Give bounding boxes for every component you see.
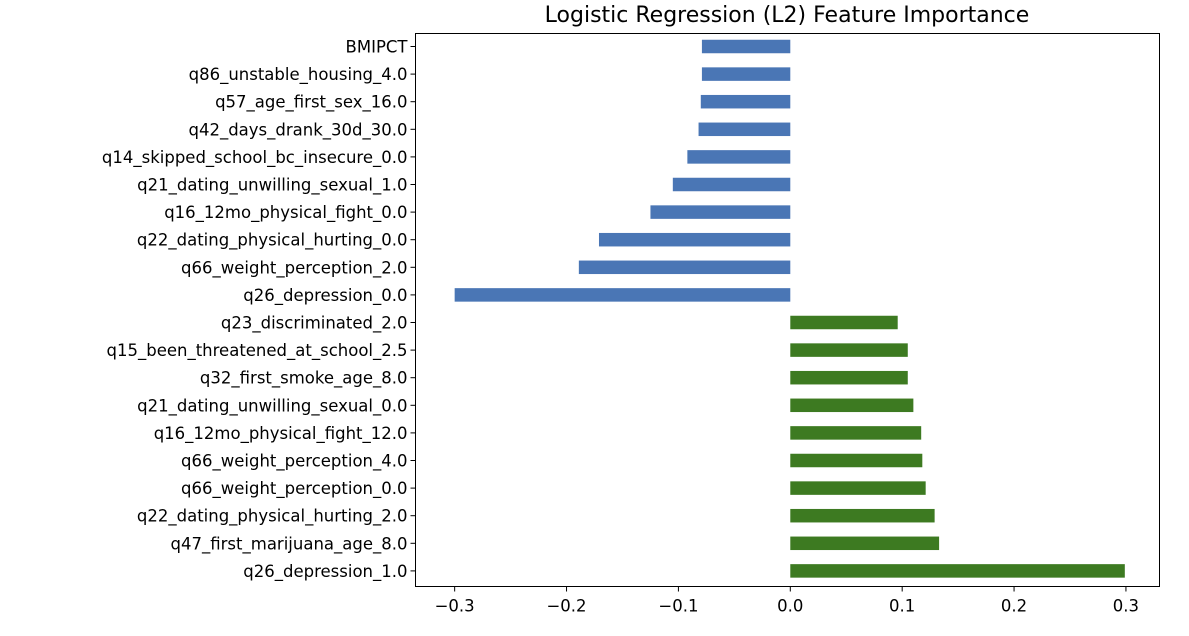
plot-frame <box>415 33 1160 587</box>
bar-q26_depression_0.0 <box>454 288 791 302</box>
bar-q57_age_first_sex_16.0 <box>700 94 791 109</box>
x-tick-label: 0.0 <box>777 597 803 616</box>
y-tick-label: BMIPCT <box>346 38 409 57</box>
y-tick-label: q21_dating_unwilling_sexual_1.0 <box>137 176 407 196</box>
x-tick-label: 0.2 <box>1001 597 1027 616</box>
y-tick-label: q22_dating_physical_hurting_0.0 <box>137 231 408 251</box>
bar-q32_first_smoke_age_8.0 <box>790 370 908 385</box>
x-tick-label: 0.3 <box>1113 597 1139 616</box>
y-tick-label: q26_depression_1.0 <box>243 562 407 582</box>
y-tick-labels: BMIPCT q86_unstable_housing_4.0 q57_age_fi… <box>102 38 416 582</box>
bar-q21_dating_unwilling_sexual_1.0 <box>672 177 791 192</box>
bar-q16_12mo_physical_fight_0.0 <box>650 205 791 219</box>
x-tick-label: 0.1 <box>889 597 915 616</box>
bar-q42_days_drank_30d_30.0 <box>698 122 791 137</box>
y-tick-label: q66_weight_perception_0.0 <box>181 479 407 499</box>
y-tick-label: q23_discriminated_2.0 <box>221 314 408 334</box>
y-tick-label: q16_12mo_physical_fight_12.0 <box>154 424 408 444</box>
y-tick-label: q21_dating_unwilling_sexual_0.0 <box>137 396 407 416</box>
y-tick-label: q22_dating_physical_hurting_2.0 <box>137 507 408 527</box>
y-tick-label: q26_depression_0.0 <box>243 286 407 306</box>
y-tick-label: q16_12mo_physical_fight_0.0 <box>164 203 407 223</box>
bar-q22_dating_physical_hurting_2.0 <box>790 508 935 523</box>
x-tick-label: −0.3 <box>435 597 475 616</box>
y-tick-label: q42_days_drank_30d_30.0 <box>188 120 407 140</box>
y-tick-label: q66_weight_perception_4.0 <box>181 452 407 472</box>
bar-q22_dating_physical_hurting_0.0 <box>598 232 791 247</box>
bar-q47_first_marijuana_age_8.0 <box>790 536 940 551</box>
bar-q86_unstable_housing_4.0 <box>701 67 791 81</box>
x-tick-label: −0.1 <box>658 597 698 616</box>
y-tick-label: q57_age_first_sex_16.0 <box>215 93 407 113</box>
bar-q66_weight_perception_2.0 <box>578 260 791 275</box>
chart-title: Logistic Regression (L2) Feature Importa… <box>545 3 1030 28</box>
bars-group <box>454 39 1125 578</box>
x-tick-label: −0.2 <box>546 597 586 616</box>
y-tick-label: q66_weight_perception_2.0 <box>181 258 407 278</box>
y-tick-label: q14_skipped_school_bc_insecure_0.0 <box>102 148 408 168</box>
bar-q66_weight_perception_4.0 <box>790 453 923 468</box>
bar-q14_skipped_school_bc_insecure_0.0 <box>687 150 791 164</box>
y-tick-label: q15_been_threatened_at_school_2.5 <box>107 341 408 361</box>
bar-q16_12mo_physical_fight_12.0 <box>790 426 922 440</box>
y-tick-label: q47_first_marijuana_age_8.0 <box>171 534 408 554</box>
bar-q26_depression_1.0 <box>790 564 1125 578</box>
bar-q15_been_threatened_at_school_2.5 <box>790 343 908 357</box>
x-ticks-group: −0.3 −0.2 −0.1 0.0 0.1 0.2 0.3 <box>435 586 1139 616</box>
bar-q21_dating_unwilling_sexual_0.0 <box>790 398 914 413</box>
bar-q66_weight_perception_0.0 <box>790 481 926 495</box>
y-tick-label: q86_unstable_housing_4.0 <box>189 65 408 85</box>
bar-BMIPCT <box>701 39 791 54</box>
bar-q23_discriminated_2.0 <box>790 315 898 330</box>
y-tick-label: q32_first_smoke_age_8.0 <box>200 369 408 389</box>
